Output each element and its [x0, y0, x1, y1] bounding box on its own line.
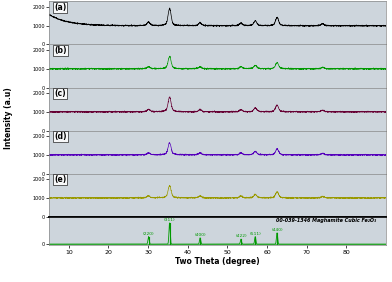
Text: (311): (311) — [164, 218, 175, 222]
Text: (d): (d) — [54, 132, 67, 141]
Text: Intensity (a.u): Intensity (a.u) — [4, 88, 13, 149]
X-axis label: Two Theta (degree): Two Theta (degree) — [175, 257, 260, 266]
Text: (e): (e) — [54, 175, 66, 184]
Text: (c): (c) — [54, 89, 66, 98]
Text: (220): (220) — [143, 232, 154, 235]
Text: (b): (b) — [54, 46, 67, 55]
Text: (422): (422) — [235, 234, 247, 238]
Text: (400): (400) — [194, 233, 206, 237]
Text: (511): (511) — [249, 232, 261, 235]
Text: (440): (440) — [271, 228, 283, 232]
Text: (a): (a) — [54, 3, 66, 12]
Text: 00-039-1346 Maghamite Cubic Fe₂O₃: 00-039-1346 Maghamite Cubic Fe₂O₃ — [276, 218, 376, 223]
